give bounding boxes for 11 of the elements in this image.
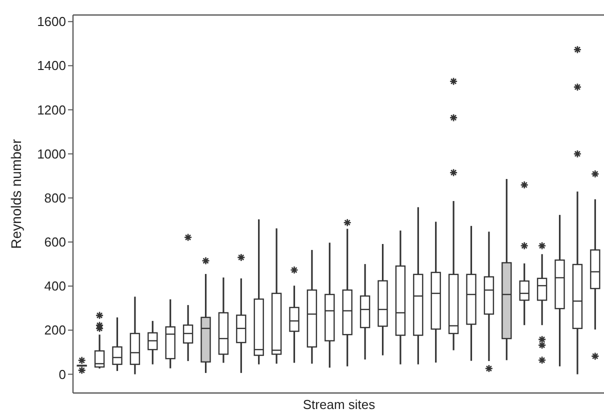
y-tick-label: 400 bbox=[44, 278, 66, 294]
x-axis-title: Stream sites bbox=[302, 397, 376, 412]
y-tick-label: 1000 bbox=[37, 146, 66, 162]
y-tick-label: 0 bbox=[58, 366, 66, 382]
y-axis-title: Reynolds number bbox=[8, 138, 24, 249]
y-tick-label: 1200 bbox=[37, 102, 66, 118]
y-tick-label: 800 bbox=[44, 190, 66, 206]
y-tick-label: 600 bbox=[44, 234, 66, 250]
y-tick-label: 1400 bbox=[37, 58, 66, 74]
y-tick-label: 200 bbox=[44, 322, 66, 338]
y-tick-label: 1600 bbox=[37, 14, 66, 30]
